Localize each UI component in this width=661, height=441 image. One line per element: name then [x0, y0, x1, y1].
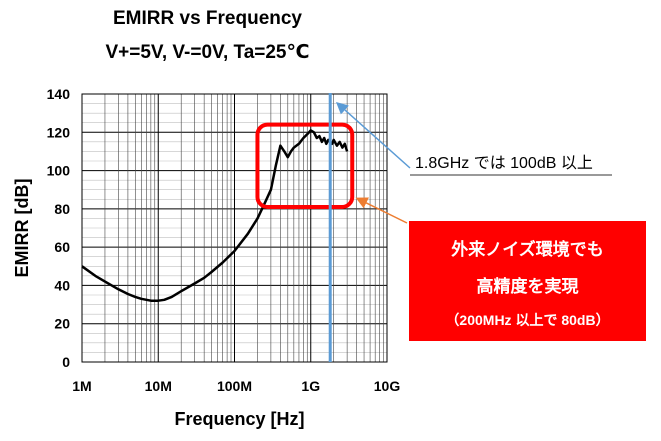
y-tick-label: 140 — [47, 86, 71, 102]
x-tick-labels: 1M 10M 100M 1G 10G — [72, 378, 400, 394]
highlight-box-200mhz — [255, 122, 355, 209]
y-tick-label: 40 — [54, 277, 70, 293]
x-axis-label: Frequency [Hz] — [174, 409, 304, 429]
callout-box: 外来ノイズ環境でも 高精度を実現 （200MHz 以上で 80dB） — [409, 221, 646, 341]
y-tick-label: 0 — [62, 354, 70, 370]
grid — [81, 93, 387, 363]
y-tick-label: 80 — [54, 201, 70, 217]
chart-title: EMIRR vs Frequency — [113, 8, 302, 29]
y-tick-label: 20 — [54, 316, 70, 332]
y-tick-label: 60 — [54, 239, 70, 255]
blue-arrow — [335, 102, 411, 169]
orange-arrow — [355, 197, 408, 224]
callout-line-2: 高精度を実現 — [476, 277, 579, 296]
chart-subtitle: V+=5V, V-=0V, Ta=25℃ — [105, 42, 310, 63]
callout-line-3: （200MHz 以上で 80dB） — [445, 312, 610, 328]
x-tick-label: 1M — [72, 378, 91, 394]
y-tick-label: 120 — [47, 124, 71, 140]
callout-line-1: 外来ノイズ環境でも — [451, 240, 604, 259]
annotation-1g8: 1.8GHz では 100dB 以上 — [415, 154, 593, 172]
y-tick-label: 100 — [47, 163, 71, 179]
x-tick-label: 10M — [145, 378, 172, 394]
x-tick-label: 100M — [217, 378, 252, 394]
plot-border — [81, 93, 388, 363]
y-axis-label: EMIRR [dB] — [12, 179, 32, 278]
x-tick-label: 10G — [374, 378, 401, 394]
x-tick-label: 1G — [301, 378, 320, 394]
y-tick-labels: 0 20 40 60 80 100 120 140 — [47, 86, 71, 370]
